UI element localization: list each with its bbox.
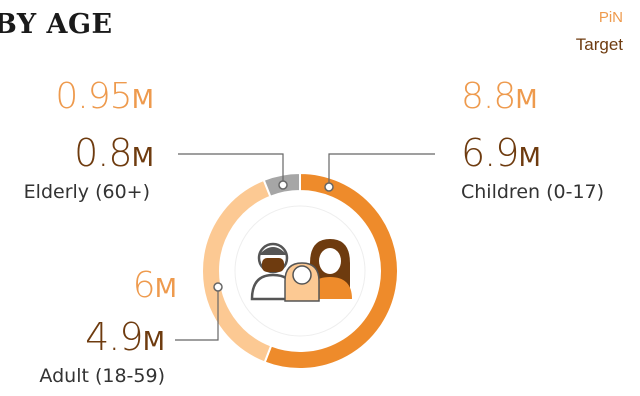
elderly-target-value: 0.8M [74,131,154,175]
adult-leader-dot [213,282,223,292]
children-leader-dot [324,182,334,192]
section-title: BY AGE [0,9,113,40]
elderly-leader-line [178,153,284,185]
legend-target: Target [575,35,623,54]
legend-pin: PiN [598,9,623,26]
children-pin-value: 8.8M [461,76,538,117]
family-people-icon [250,239,352,302]
children-leader-line [328,153,435,187]
elderly-label: Elderly (60+) [23,181,150,203]
adult-label: Adult (18-59) [39,365,165,387]
children-target-value: 6.9M [461,131,541,175]
children-label: Children (0-17) [461,181,605,203]
adult-pin-value: 6M [132,265,177,306]
adult-target-value: 4.9M [85,315,165,359]
elderly-leader-dot [278,180,288,190]
adult-leader-line [175,287,219,341]
elderly-pin-value: 0.95M [55,76,154,117]
